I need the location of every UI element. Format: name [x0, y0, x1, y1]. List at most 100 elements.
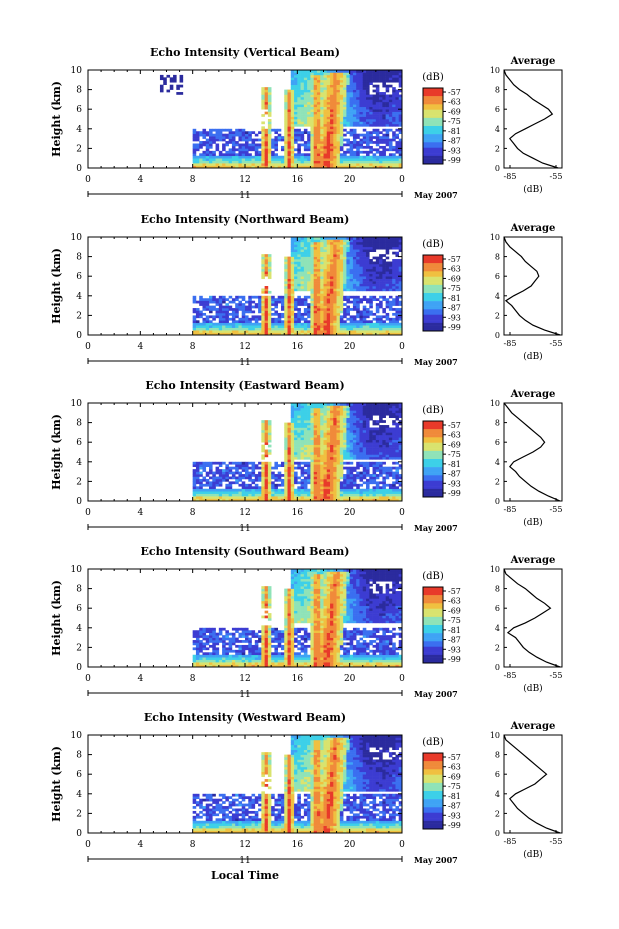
- heatmap-cell: [330, 271, 334, 275]
- heatmap-cell: [212, 141, 216, 144]
- heatmap-cell: [290, 403, 295, 406]
- heatmap-cell: [303, 158, 308, 161]
- heatmap-cell: [212, 136, 216, 139]
- heatmap-cell: [362, 136, 367, 139]
- heatmap-cell: [290, 456, 295, 460]
- heatmap-cell: [294, 303, 298, 306]
- heatmap-cell: [385, 330, 390, 333]
- heatmap-cell: [300, 237, 305, 240]
- heatmap-cell: [330, 150, 334, 154]
- heatmap-cell: [267, 300, 272, 304]
- heatmap-cell: [326, 325, 331, 328]
- heatmap-cell: [209, 153, 213, 157]
- heatmap-cell: [320, 403, 324, 406]
- heatmap-cell: [231, 491, 236, 494]
- heatmap-cell: [323, 276, 328, 279]
- heatmap-cell: [343, 308, 347, 311]
- heatmap-cell: [316, 239, 321, 243]
- heatmap-cell: [372, 271, 377, 275]
- heatmap-cell: [313, 447, 318, 450]
- heatmap-cell: [199, 491, 203, 494]
- heatmap-cell: [369, 74, 373, 78]
- heatmap-cell: [307, 136, 311, 139]
- heatmap-cell: [398, 131, 403, 134]
- heatmap-cell: [297, 128, 301, 132]
- heatmap-cell: [379, 141, 383, 144]
- heatmap-cell: [356, 266, 360, 270]
- heatmap-cell: [287, 442, 292, 445]
- heatmap-cell: [326, 410, 331, 414]
- heatmap-cell: [375, 96, 380, 100]
- heatmap-cell: [379, 317, 383, 321]
- heatmap-cell: [323, 425, 328, 428]
- heatmap-cell: [310, 84, 314, 88]
- heatmap-cell: [320, 466, 324, 470]
- heatmap-cell: [241, 476, 246, 480]
- heatmap-cell: [290, 322, 295, 326]
- heatmap-cell: [307, 251, 311, 255]
- heatmap-cell: [245, 466, 249, 470]
- heatmap-cell: [287, 266, 292, 270]
- heatmap-cell: [202, 464, 207, 467]
- heatmap-cell: [310, 332, 314, 336]
- heatmap-cell: [284, 325, 288, 328]
- heatmap-cell: [336, 237, 341, 240]
- heatmap-cell: [366, 145, 370, 149]
- heatmap-cell: [326, 268, 331, 272]
- heatmap-cell: [398, 116, 403, 120]
- heatmap-cell: [215, 133, 220, 137]
- heatmap-cell: [231, 158, 236, 161]
- heatmap-cell: [290, 417, 295, 421]
- heatmap-cell: [251, 464, 256, 467]
- heatmap-cell: [297, 461, 301, 465]
- colorbar-segment: [423, 314, 443, 318]
- heatmap-cell: [264, 464, 269, 467]
- heatmap-cell: [254, 315, 259, 319]
- colorbar-segment: [423, 306, 443, 310]
- heatmap-cell: [294, 77, 298, 81]
- heatmap-cell: [254, 305, 259, 309]
- heatmap-cell: [300, 259, 305, 262]
- heatmap-cell: [398, 119, 403, 122]
- x-tick-label: 12: [239, 175, 250, 185]
- profile-y-tick-label: 2: [495, 311, 500, 320]
- heatmap-cell: [313, 251, 318, 255]
- heatmap-cell: [336, 493, 341, 497]
- heatmap-cell: [228, 131, 233, 134]
- heatmap-cell: [307, 109, 311, 112]
- heatmap-cell: [316, 249, 321, 252]
- heatmap-cell: [362, 266, 367, 270]
- heatmap-cell: [251, 148, 256, 152]
- heatmap-cell: [202, 478, 207, 482]
- heatmap-cell: [297, 99, 301, 103]
- heatmap-cell: [267, 109, 272, 112]
- heatmap-cell: [307, 123, 311, 127]
- heatmap-cell: [245, 158, 249, 161]
- heatmap-cell: [379, 244, 383, 248]
- heatmap-cell: [195, 327, 200, 331]
- heatmap-cell: [346, 77, 350, 81]
- colorbar-segment: [423, 158, 443, 162]
- heatmap-cell: [323, 496, 328, 499]
- heatmap-cell: [307, 133, 311, 137]
- heatmap-cell: [362, 128, 367, 132]
- heatmap-cell: [310, 422, 314, 426]
- heatmap-cell: [339, 496, 344, 499]
- heatmap-cell: [300, 300, 305, 304]
- heatmap-cell: [202, 466, 207, 470]
- heatmap-cell: [212, 330, 216, 333]
- heatmap-cell: [326, 116, 331, 120]
- heatmap-cell: [310, 283, 314, 287]
- heatmap-cell: [343, 483, 347, 487]
- heatmap-cell: [277, 320, 282, 324]
- heatmap-cell: [333, 244, 337, 248]
- heatmap-cell: [274, 136, 279, 139]
- heatmap-cell: [385, 165, 390, 169]
- heatmap-cell: [294, 92, 298, 95]
- heatmap-cell: [330, 160, 334, 164]
- heatmap-cell: [313, 449, 318, 453]
- heatmap-cell: [267, 133, 272, 137]
- heatmap-cell: [326, 150, 331, 154]
- colorbar-segment: [423, 147, 443, 151]
- heatmap-cell: [261, 290, 265, 294]
